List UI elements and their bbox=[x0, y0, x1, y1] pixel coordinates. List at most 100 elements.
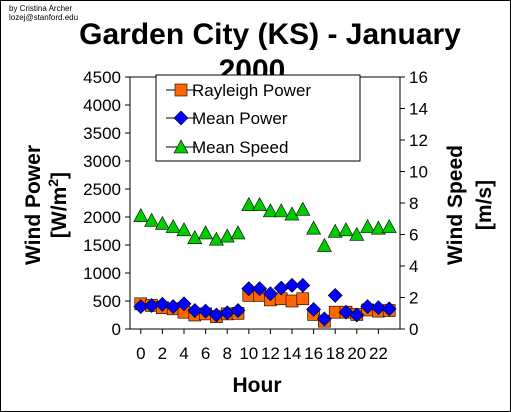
credit-line-1: by Cristina Archer bbox=[9, 4, 73, 13]
mean-power-point bbox=[241, 281, 257, 297]
mean-speed-point bbox=[176, 222, 192, 237]
mean-power-point bbox=[316, 311, 332, 327]
mean-speed-point bbox=[219, 228, 235, 243]
left-tick-label: 4000 bbox=[83, 96, 121, 115]
left-axis-unit-base: [W/m bbox=[48, 187, 71, 238]
mean-power-point bbox=[252, 281, 268, 297]
left-tick-label: 2000 bbox=[83, 208, 121, 227]
legend-label-mean-speed: Mean Speed bbox=[192, 138, 288, 157]
right-tick-label: 4 bbox=[409, 257, 418, 276]
x-tick-label: 6 bbox=[201, 344, 210, 363]
left-tick-label: 3000 bbox=[83, 152, 121, 171]
mean-speed-point bbox=[262, 203, 278, 218]
legend-marker-mean-power bbox=[173, 110, 189, 126]
x-tick-label: 14 bbox=[283, 344, 302, 363]
legend-marker-rayleigh bbox=[174, 83, 188, 97]
left-axis-title: Wind Power bbox=[22, 145, 45, 265]
mean-speed-point bbox=[381, 218, 397, 233]
credit-line-2: lozej@stanford.edu bbox=[9, 13, 79, 22]
mean-power-point bbox=[327, 287, 343, 303]
data-marks bbox=[133, 196, 397, 328]
mean-speed-point bbox=[241, 196, 257, 211]
mean-speed-point bbox=[295, 201, 311, 216]
legend: Rayleigh Power Mean Power Mean Speed bbox=[155, 74, 361, 162]
x-tick-label: 18 bbox=[326, 344, 345, 363]
mean-power-point bbox=[349, 307, 365, 323]
mean-speed-point bbox=[327, 223, 343, 238]
mean-speed-point bbox=[198, 225, 214, 240]
x-tick-label: 12 bbox=[261, 344, 280, 363]
left-tick-label: 0 bbox=[112, 320, 121, 339]
right-axis-ticks: 0 2 4 6 8 10 12 14 16 bbox=[400, 68, 428, 339]
legend-label-mean-power: Mean Power bbox=[192, 109, 288, 128]
mean-speed-point bbox=[133, 207, 149, 222]
right-tick-label: 2 bbox=[409, 289, 418, 308]
x-tick-label: 22 bbox=[369, 344, 388, 363]
mean-power-point bbox=[262, 286, 278, 302]
x-tick-label: 8 bbox=[222, 344, 231, 363]
mean-speed-point bbox=[338, 222, 354, 237]
mean-power-point bbox=[306, 301, 322, 317]
mean-speed-point bbox=[187, 230, 203, 244]
left-axis-unit: [W/m2] bbox=[45, 172, 71, 238]
mean-speed-point bbox=[349, 226, 365, 241]
x-tick-label: 2 bbox=[158, 344, 167, 363]
right-tick-label: 8 bbox=[409, 194, 418, 213]
mean-speed-point bbox=[144, 212, 160, 227]
right-tick-label: 0 bbox=[409, 320, 418, 339]
right-tick-label: 12 bbox=[409, 131, 428, 150]
chart-title-line-1: Garden City (KS) - January bbox=[79, 18, 461, 51]
rayleigh-power-point bbox=[296, 292, 310, 306]
left-axis-ticks: 0 500 1000 1500 2000 2500 3000 3500 4000 4500 bbox=[83, 68, 130, 339]
mean-power-point bbox=[360, 299, 376, 315]
right-tick-label: 16 bbox=[409, 68, 428, 87]
left-tick-label: 1000 bbox=[83, 264, 121, 283]
left-tick-label: 2500 bbox=[83, 180, 121, 199]
mean-speed-point bbox=[316, 237, 332, 252]
mean-speed-point bbox=[230, 225, 246, 240]
x-tick-label: 20 bbox=[347, 344, 366, 363]
mean-power-point bbox=[284, 277, 300, 293]
mean-power-point bbox=[295, 277, 311, 293]
mean-power-point bbox=[370, 300, 386, 316]
legend-marker-mean-speed bbox=[173, 139, 189, 154]
mean-speed-point bbox=[252, 196, 268, 211]
mean-power-point bbox=[230, 303, 246, 318]
mean-power-point bbox=[176, 296, 192, 312]
right-tick-label: 10 bbox=[409, 163, 428, 182]
right-tick-label: 6 bbox=[409, 226, 418, 245]
x-tick-label: 10 bbox=[239, 344, 258, 363]
x-tick-label: 4 bbox=[179, 344, 188, 363]
left-axis-unit-end: ] bbox=[48, 172, 71, 179]
author-credit: by Cristina Archer lozej@stanford.edu bbox=[9, 4, 78, 22]
left-tick-label: 1500 bbox=[83, 236, 121, 255]
mean-speed-point bbox=[208, 231, 224, 246]
mean-power-point bbox=[154, 296, 170, 312]
right-axis-unit: [m/s] bbox=[473, 180, 496, 230]
x-axis-title: Hour bbox=[233, 374, 282, 397]
mean-speed-point bbox=[165, 218, 181, 233]
left-axis-unit-superscript: 2 bbox=[45, 179, 61, 187]
mean-speed-point bbox=[154, 215, 170, 230]
right-axis-title: Wind Speed bbox=[444, 145, 467, 265]
mean-power-point bbox=[187, 303, 203, 318]
legend-label-rayleigh: Rayleigh Power bbox=[192, 81, 311, 100]
mean-power-point bbox=[198, 303, 214, 319]
right-tick-label: 14 bbox=[409, 100, 428, 119]
left-tick-label: 4500 bbox=[83, 68, 121, 87]
mean-speed-point bbox=[370, 220, 386, 235]
mean-power-point bbox=[338, 304, 354, 320]
mean-power-point bbox=[381, 301, 397, 317]
x-axis-ticks: 0 2 4 6 8 10 12 14 16 18 20 22 bbox=[136, 329, 388, 363]
rayleigh-power-point bbox=[285, 294, 299, 308]
x-tick-label: 0 bbox=[136, 344, 145, 363]
left-tick-label: 500 bbox=[93, 292, 121, 311]
x-tick-label: 16 bbox=[304, 344, 323, 363]
left-tick-label: 3500 bbox=[83, 124, 121, 143]
mean-speed-point bbox=[273, 203, 289, 218]
mean-speed-point bbox=[306, 220, 322, 235]
mean-speed-point bbox=[284, 206, 300, 221]
mean-speed-point bbox=[360, 218, 376, 233]
